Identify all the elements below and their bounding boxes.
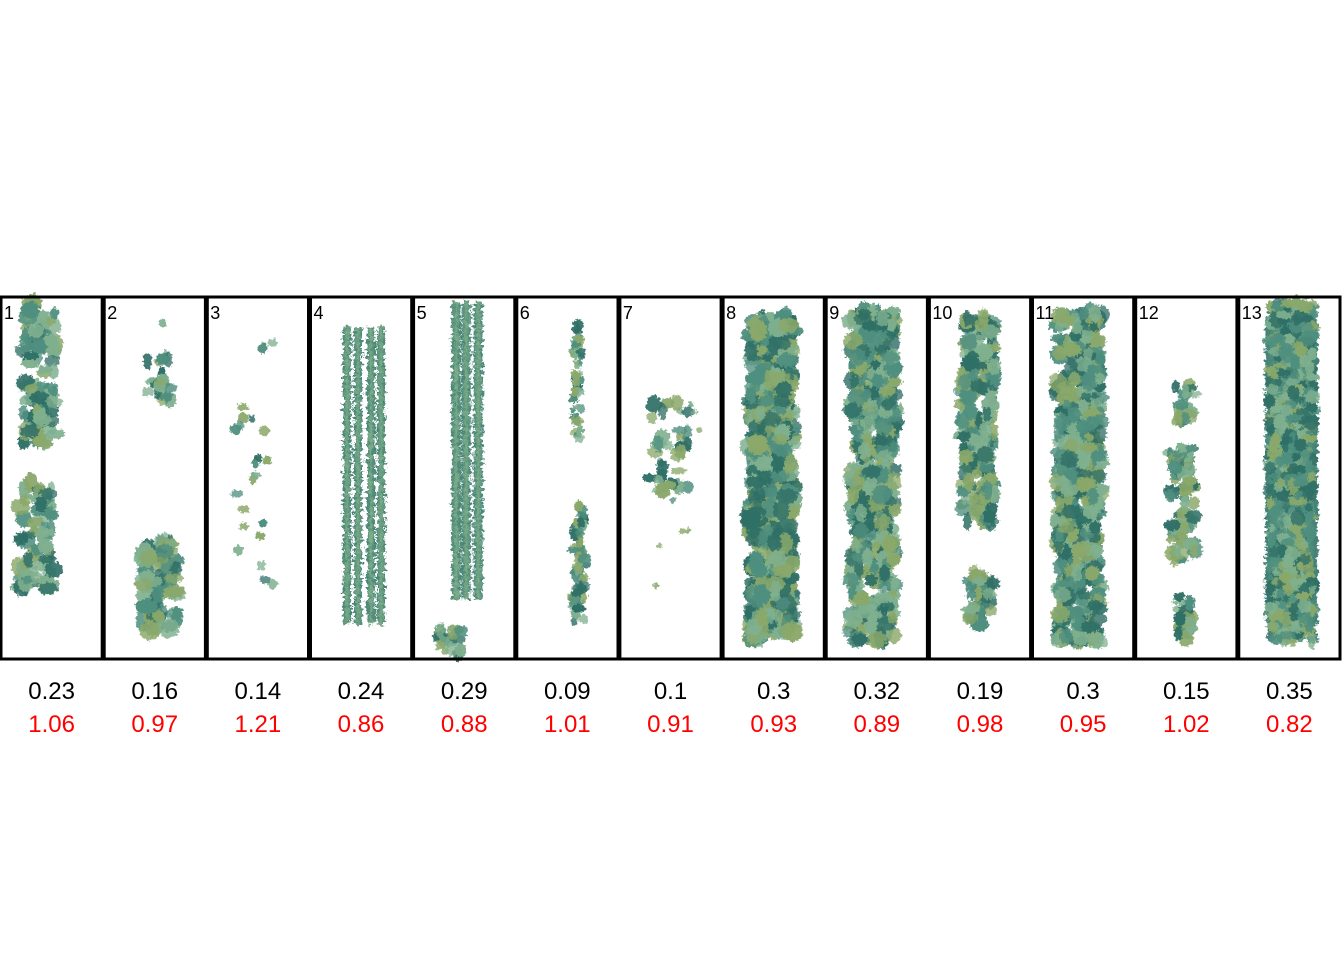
density-map: [841, 301, 904, 650]
value-b-label: 1.01: [544, 711, 591, 738]
value-a-label: 0.14: [235, 678, 282, 705]
panel-9: 9: [824, 295, 929, 661]
panel-number: 13: [1242, 303, 1262, 323]
panel-number: 11: [1036, 303, 1055, 323]
value-a-label: 0.09: [544, 678, 591, 705]
value-a-label: 0.15: [1163, 678, 1210, 705]
value-b-label: 1.02: [1163, 711, 1210, 738]
panel-frame: [1237, 295, 1342, 661]
panel-11: 11: [1031, 295, 1136, 661]
panel-frame: [412, 295, 517, 661]
panel-frame: [618, 295, 723, 661]
panel-frame: [309, 295, 414, 661]
panel-number: 10: [932, 303, 952, 323]
panel-number: 8: [726, 303, 736, 323]
panel-1: 1: [0, 293, 104, 661]
panel-frame: [515, 295, 620, 661]
density-map: [432, 301, 483, 662]
density-map: [10, 293, 65, 597]
panel-7: 7: [618, 295, 723, 661]
value-b-label: 0.95: [1060, 711, 1107, 738]
panel-number: 1: [4, 303, 14, 323]
panel-8: 8: [721, 295, 826, 661]
density-map: [642, 394, 703, 589]
density-map: [1162, 378, 1203, 647]
density-map: [566, 318, 592, 627]
panel-12: 12: [1134, 295, 1239, 661]
value-b-label: 0.89: [853, 711, 900, 738]
density-map: [1261, 294, 1321, 649]
value-a-label: 0.1: [654, 678, 687, 705]
value-a-label: 0.24: [338, 678, 385, 705]
value-b-label: 0.91: [647, 711, 694, 738]
panel-frame: [721, 295, 826, 661]
panel-number: 12: [1139, 303, 1159, 323]
density-map: [739, 307, 804, 648]
panel-number: 4: [314, 303, 324, 323]
value-a-label: 0.16: [131, 678, 178, 705]
panel-2: 2: [102, 295, 207, 661]
panel-6: 6: [515, 295, 620, 661]
values-layer: 0.23 1.06 0.16 0.97 0.14 1.21 0.24 0.86 0.29 0.88…: [28, 678, 1313, 738]
panel-10: 10: [927, 295, 1033, 661]
panel-frame: [1031, 295, 1136, 661]
panel-frame: [927, 295, 1033, 661]
panel-5: 5: [412, 295, 517, 662]
panel-4: 4: [309, 295, 414, 661]
panel-number: 6: [520, 303, 530, 323]
value-b-label: 0.97: [131, 711, 178, 738]
value-b-label: 0.98: [957, 711, 1004, 738]
value-a-label: 0.32: [853, 678, 900, 705]
value-b-label: 0.86: [338, 711, 385, 738]
panel-3: 3: [205, 295, 310, 661]
value-a-label: 0.19: [957, 678, 1004, 705]
density-map: [343, 326, 385, 625]
panel-number: 5: [417, 303, 427, 323]
value-b-label: 1.21: [235, 711, 282, 738]
value-a-label: 0.29: [441, 678, 488, 705]
panel-frame: [102, 295, 207, 661]
value-b-label: 0.82: [1266, 711, 1313, 738]
value-b-label: 0.93: [750, 711, 797, 738]
panels-layer: 1 2 3 4 5 6 7 8 9 10 11 12 13: [0, 293, 1342, 662]
value-b-label: 1.06: [28, 711, 75, 738]
density-map: [134, 319, 186, 641]
panel-number: 7: [623, 303, 633, 323]
panel-number: 9: [829, 303, 839, 323]
panel-frame: [0, 295, 104, 661]
panel-frame: [824, 295, 929, 661]
value-a-label: 0.35: [1266, 678, 1313, 705]
value-a-label: 0.23: [28, 678, 75, 705]
value-b-label: 0.88: [441, 711, 488, 738]
panel-number: 3: [210, 303, 220, 323]
panel-number: 2: [107, 303, 117, 323]
panel-13: 13: [1237, 294, 1342, 661]
density-map: [1048, 302, 1110, 650]
value-a-label: 0.3: [757, 678, 790, 705]
panel-frame: [205, 295, 310, 661]
panel-frame: [1134, 295, 1239, 661]
value-a-label: 0.3: [1066, 678, 1099, 705]
density-map: [229, 338, 278, 590]
density-map: [953, 307, 1002, 632]
